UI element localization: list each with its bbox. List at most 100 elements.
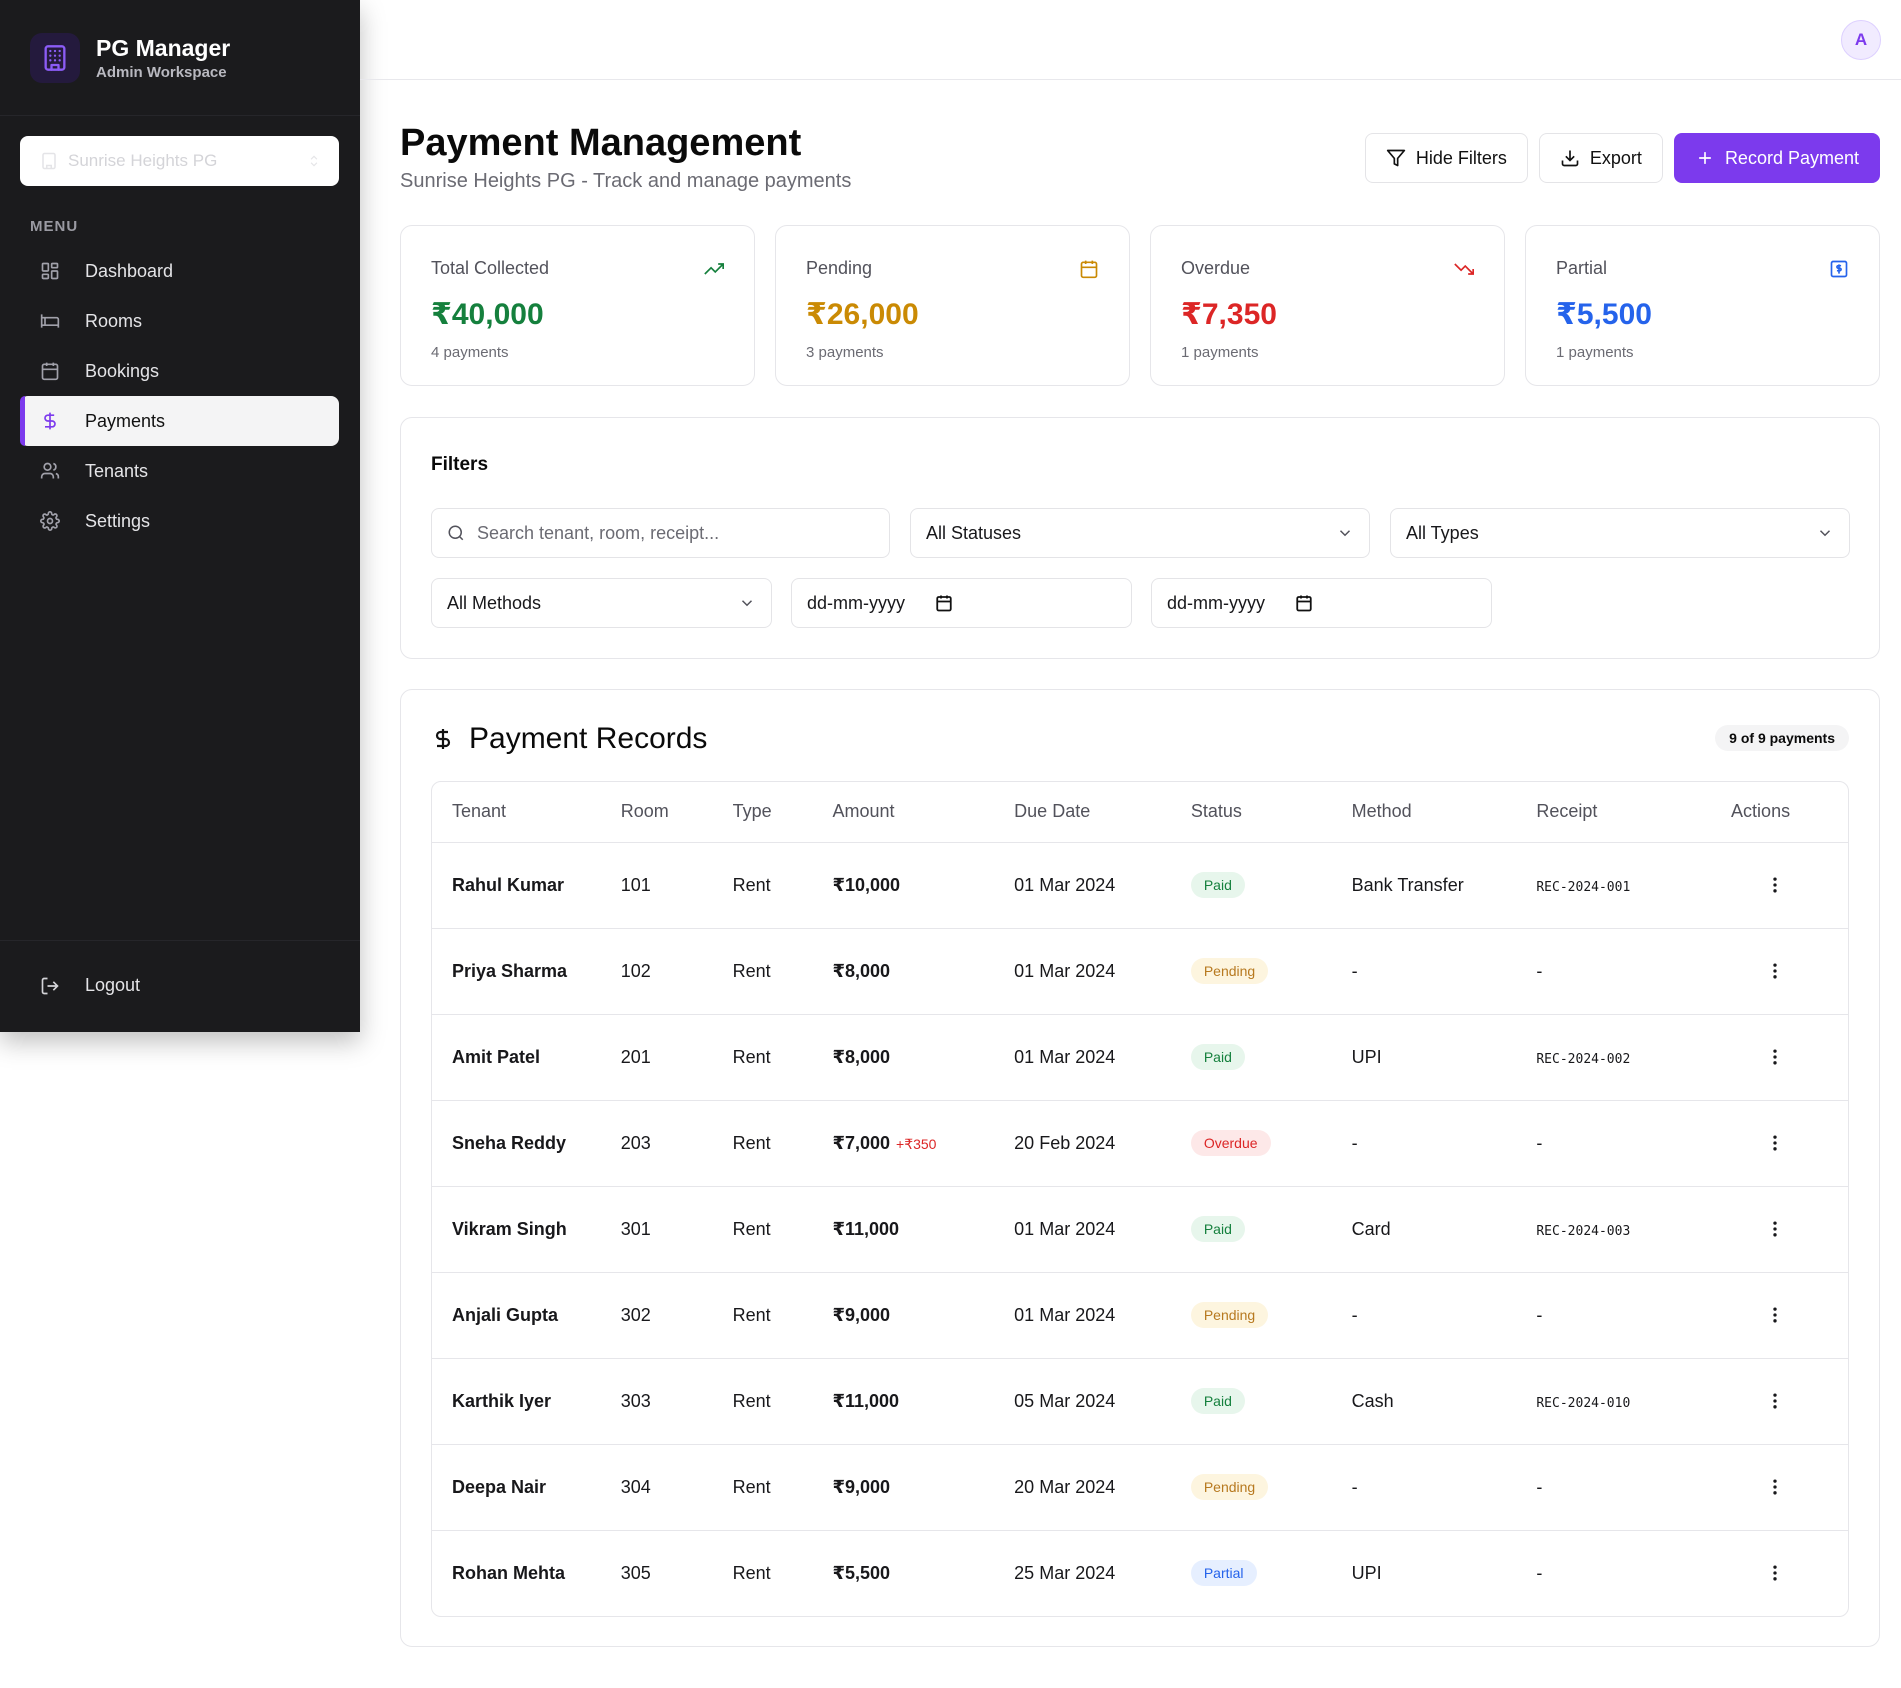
cell-due-date: 01 Mar 2024 — [1014, 1014, 1191, 1101]
receipt-value: REC-2024-002 — [1536, 1051, 1631, 1067]
cell-amount: ₹11,000 — [832, 1186, 1015, 1273]
receipt-value: - — [1536, 960, 1543, 981]
amount-value: ₹11,000 — [832, 1390, 900, 1411]
cell-actions — [1731, 1186, 1848, 1273]
calendar-icon[interactable] — [935, 594, 953, 612]
stat-card-pending: Pending ₹26,000 3 payments — [775, 225, 1130, 386]
hide-filters-button[interactable]: Hide Filters — [1364, 133, 1528, 183]
stat-value: ₹40,000 — [431, 298, 544, 331]
status-badge: Paid — [1190, 1044, 1245, 1070]
col-status[interactable]: Status — [1190, 782, 1352, 843]
cell-tenant: Amit Patel — [432, 1014, 621, 1101]
stat-count: 1 payments — [1556, 344, 1634, 361]
table-row[interactable]: Vikram Singh 301 Rent ₹11,000 01 Mar 2024 Pai… — [432, 1186, 1848, 1273]
more-vertical-icon[interactable] — [1765, 961, 1785, 981]
col-type[interactable]: Type — [732, 782, 833, 843]
cell-room: 101 — [620, 842, 733, 929]
more-vertical-icon[interactable] — [1765, 875, 1785, 895]
table-row[interactable]: Karthik Iyer 303 Rent ₹11,000 05 Mar 2024 Pai… — [432, 1358, 1848, 1445]
stats-row: Total Collected ₹40,000 4 payments Pendi… — [400, 225, 1880, 386]
cell-method: Card — [1351, 1186, 1537, 1273]
sidebar-item-payments[interactable]: Payments — [20, 396, 339, 446]
records-header: Payment Records — [431, 722, 707, 756]
calendar-icon — [1080, 260, 1098, 279]
calendar-icon[interactable] — [1295, 594, 1313, 612]
cell-actions — [1731, 1358, 1848, 1445]
cell-status: Pending — [1190, 1444, 1352, 1531]
stat-card-overdue: Overdue ₹7,350 1 payments — [1150, 225, 1505, 386]
method-select-value: All Methods — [447, 592, 542, 613]
col-amount[interactable]: Amount — [832, 782, 1015, 843]
cell-amount: ₹8,000 — [832, 928, 1015, 1015]
avatar[interactable]: A — [1841, 20, 1881, 60]
more-vertical-icon[interactable] — [1765, 1477, 1785, 1497]
cell-method: - — [1351, 1272, 1537, 1359]
status-badge: Paid — [1190, 1388, 1245, 1414]
sidebar-item-dashboard[interactable]: Dashboard — [20, 246, 339, 296]
more-vertical-icon[interactable] — [1765, 1305, 1785, 1325]
search-placeholder: Search tenant, room, receipt... — [477, 522, 720, 543]
sidebar-item-label: Rooms — [85, 310, 143, 331]
amount-value: ₹9,000 — [832, 1304, 891, 1325]
cell-status: Paid — [1190, 1186, 1352, 1273]
cell-room: 201 — [620, 1014, 733, 1101]
stat-value: ₹5,500 — [1556, 298, 1652, 331]
col-actions: Actions — [1731, 782, 1848, 843]
more-vertical-icon[interactable] — [1765, 1391, 1785, 1411]
date-to-input[interactable]: dd-mm-yyyy — [1151, 578, 1492, 628]
more-vertical-icon[interactable] — [1765, 1047, 1785, 1067]
header-actions: Hide Filters Export Record Payment — [1364, 133, 1880, 183]
type-select[interactable]: All Types — [1390, 508, 1850, 558]
more-vertical-icon[interactable] — [1765, 1133, 1785, 1153]
filter-icon — [1386, 149, 1406, 167]
sidebar-item-bookings[interactable]: Bookings — [20, 346, 339, 396]
records-title: Payment Records — [469, 722, 708, 755]
filters-panel: Filters Search tenant, room, receipt... … — [400, 417, 1880, 659]
sidebar-item-label: Settings — [85, 510, 151, 531]
table-row[interactable]: Deepa Nair 304 Rent ₹9,000 20 Mar 2024 Pendin… — [432, 1444, 1848, 1531]
cell-method: - — [1351, 928, 1537, 1015]
stat-label: Pending — [806, 258, 873, 278]
cell-amount: ₹11,000 — [832, 1358, 1015, 1445]
users-icon — [40, 462, 60, 479]
receipt-value: - — [1536, 1304, 1543, 1325]
amount-value: ₹8,000 — [832, 960, 891, 981]
cell-receipt: REC-2024-001 — [1536, 842, 1732, 929]
more-vertical-icon[interactable] — [1765, 1219, 1785, 1239]
sidebar-item-settings[interactable]: Settings — [20, 496, 339, 546]
sidebar-item-tenants[interactable]: Tenants — [20, 446, 339, 496]
stat-card-partial: Partial ₹5,500 1 payments — [1525, 225, 1880, 386]
cell-room: 303 — [620, 1358, 733, 1445]
table-row[interactable]: Priya Sharma 102 Rent ₹8,000 01 Mar 2024 Pend… — [432, 928, 1848, 1015]
table-row[interactable]: Rahul Kumar 101 Rent ₹10,000 01 Mar 2024 Paid… — [432, 842, 1848, 929]
status-badge: Paid — [1190, 1216, 1245, 1242]
table-row[interactable]: Sneha Reddy 203 Rent ₹7,000 +₹350 20 Feb 2024… — [432, 1100, 1848, 1187]
property-select[interactable]: Sunrise Heights PG — [20, 136, 339, 186]
logout-button[interactable]: Logout — [40, 975, 140, 996]
col-due-date[interactable]: Due Date — [1014, 782, 1191, 843]
col-room[interactable]: Room — [620, 782, 733, 843]
cell-tenant: Sneha Reddy — [432, 1100, 621, 1187]
date-from-input[interactable]: dd-mm-yyyy — [791, 578, 1132, 628]
cell-method: UPI — [1351, 1014, 1537, 1101]
property-select-value: Sunrise Heights PG — [68, 151, 218, 170]
more-vertical-icon[interactable] — [1765, 1563, 1785, 1583]
status-select[interactable]: All Statuses — [910, 508, 1370, 558]
cell-type: Rent — [732, 1562, 771, 1583]
search-input[interactable]: Search tenant, room, receipt... — [431, 508, 890, 558]
method-select[interactable]: All Methods — [431, 578, 772, 628]
table-row[interactable]: Rohan Mehta 305 Rent ₹5,500 25 Mar 2024 Parti… — [432, 1530, 1848, 1616]
col-method[interactable]: Method — [1351, 782, 1537, 843]
cell-amount: ₹10,000 — [832, 842, 1015, 929]
table-row[interactable]: Amit Patel 201 Rent ₹8,000 01 Mar 2024 Paid UP… — [432, 1014, 1848, 1101]
page-subtitle: Sunrise Heights PG - Track and manage pa… — [400, 170, 852, 192]
col-tenant[interactable]: Tenant — [432, 782, 621, 843]
export-button[interactable]: Export — [1538, 133, 1663, 183]
record-payment-button[interactable]: Record Payment — [1673, 133, 1880, 183]
stat-count: 4 payments — [431, 344, 509, 361]
stat-count: 3 payments — [806, 344, 884, 361]
status-badge: Overdue — [1190, 1130, 1271, 1156]
sidebar-item-rooms[interactable]: Rooms — [20, 296, 339, 346]
cell-type: Rent — [732, 1100, 833, 1187]
table-row[interactable]: Anjali Gupta 302 Rent ₹9,000 01 Mar 2024 Pend… — [432, 1272, 1848, 1359]
